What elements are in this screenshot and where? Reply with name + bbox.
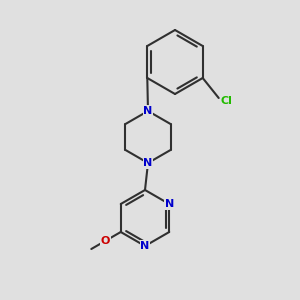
- Text: N: N: [143, 106, 153, 116]
- Text: N: N: [140, 241, 150, 251]
- Text: Cl: Cl: [221, 96, 233, 106]
- Text: O: O: [100, 236, 110, 246]
- Text: N: N: [165, 199, 174, 209]
- Text: N: N: [143, 158, 153, 168]
